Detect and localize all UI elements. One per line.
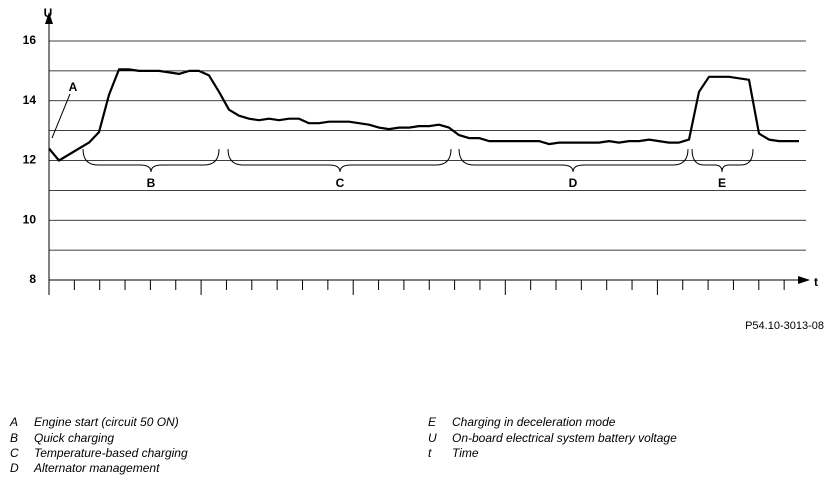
- brace: [227, 148, 452, 173]
- legend-text: Temperature-based charging: [34, 446, 188, 460]
- legend-key: E: [428, 415, 437, 429]
- brace: [691, 148, 754, 173]
- y-tick-label: 16: [23, 33, 37, 47]
- x-axis-label: t: [814, 275, 818, 289]
- legend-key: t: [428, 446, 432, 460]
- legend-text: Time: [452, 446, 479, 460]
- y-tick-label: 10: [23, 212, 37, 226]
- legend-key: C: [10, 446, 19, 460]
- leader-line: [51, 93, 71, 139]
- legend-text: Engine start (circuit 50 ON): [34, 415, 179, 429]
- y-axis-label: U: [44, 6, 53, 20]
- x-ticks: [48, 280, 785, 295]
- phase-label: C: [336, 176, 345, 190]
- legend-key: B: [10, 431, 18, 445]
- x-arrow: [798, 276, 810, 284]
- voltage-line: [48, 68, 799, 162]
- brace: [458, 148, 689, 173]
- y-tick-label: 8: [29, 272, 36, 286]
- brace: [82, 148, 220, 173]
- legend-text: On-board electrical system battery volta…: [452, 431, 677, 445]
- legend-key: D: [10, 461, 19, 475]
- y-tick-label: 12: [23, 153, 37, 167]
- y-arrow: [45, 12, 53, 24]
- phase-label: E: [718, 176, 726, 190]
- legend: A Engine start (circuit 50 ON) B Quick char…: [9, 415, 677, 475]
- legend-text: Alternator management: [33, 461, 160, 475]
- phase-label: D: [569, 176, 578, 190]
- figure-code: P54.10-3013-08: [745, 320, 824, 332]
- y-tick-label: 14: [23, 93, 37, 107]
- legend-text: Quick charging: [34, 431, 114, 445]
- legend-text: Charging in deceleration mode: [452, 415, 616, 429]
- legend-key: U: [428, 431, 437, 445]
- phase-label: A: [69, 80, 78, 94]
- phase-label: B: [147, 176, 156, 190]
- legend-key: A: [9, 415, 18, 429]
